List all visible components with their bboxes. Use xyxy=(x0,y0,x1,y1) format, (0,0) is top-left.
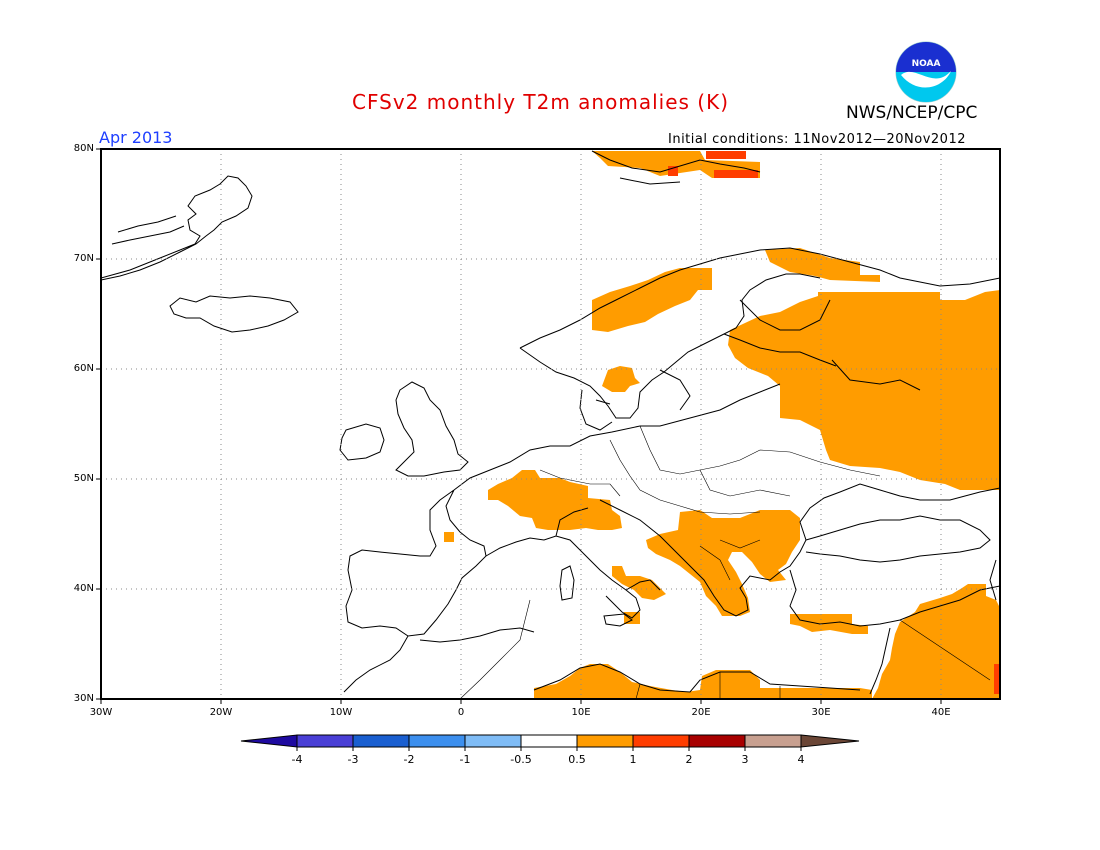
chart-title: CFSv2 monthly T2m anomalies (K) xyxy=(352,90,729,114)
country-borders xyxy=(459,425,991,699)
grid-lines xyxy=(101,149,1000,699)
colorbar-swatch xyxy=(520,734,578,748)
lon-label: 0 xyxy=(457,707,465,718)
colorbar-label: -1 xyxy=(459,753,471,766)
colorbar-label: 4 xyxy=(797,753,805,766)
colorbar-label: 3 xyxy=(741,753,749,766)
lon-label: 10E xyxy=(571,707,591,718)
colorbar-label: 2 xyxy=(685,753,693,766)
colorbar-swatch xyxy=(408,734,466,748)
noaa-logo: NOAA xyxy=(895,41,957,103)
lat-label: 60N xyxy=(73,363,94,374)
lat-label: 30N xyxy=(73,693,94,704)
colorbar-label: 0.5 xyxy=(568,753,586,766)
colorbar-swatch xyxy=(296,734,354,748)
lon-label: 20W xyxy=(209,707,233,718)
colorbar-label: 1 xyxy=(629,753,637,766)
axis-ticks xyxy=(96,148,942,704)
lon-label: 10W xyxy=(329,707,353,718)
strong-anomaly-shading xyxy=(668,151,1000,694)
colorbar xyxy=(240,734,860,751)
colorbar-label: -0.5 xyxy=(510,753,532,766)
lat-label: 40N xyxy=(73,583,94,594)
colorbar-swatch xyxy=(744,734,802,748)
forecast-month: Apr 2013 xyxy=(99,128,173,147)
lon-label: 40E xyxy=(931,707,951,718)
lat-label: 80N xyxy=(73,143,94,154)
colorbar-lower-arrow xyxy=(240,734,298,748)
lat-label: 70N xyxy=(73,253,94,264)
colorbar-label: -2 xyxy=(403,753,415,766)
colorbar-label: -4 xyxy=(291,753,303,766)
logo-text: NOAA xyxy=(912,59,941,69)
initial-conditions: Initial conditions: 11Nov2012—20Nov2012 xyxy=(668,132,966,147)
colorbar-swatch xyxy=(632,734,690,748)
colorbar-swatch xyxy=(576,734,634,748)
colorbar-swatch xyxy=(464,734,522,748)
colorbar-label: -3 xyxy=(347,753,359,766)
agency-label: NWS/NCEP/CPC xyxy=(846,103,978,123)
lat-label: 50N xyxy=(73,473,94,484)
colorbar-upper-arrow xyxy=(800,734,860,748)
colorbar-swatch xyxy=(688,734,746,748)
lon-label: 20E xyxy=(691,707,711,718)
anomaly-shading xyxy=(444,151,1000,699)
lon-label: 30W xyxy=(89,707,113,718)
coastlines xyxy=(101,150,1000,695)
map-frame xyxy=(100,148,1001,700)
colorbar-swatch xyxy=(352,734,410,748)
lon-label: 30E xyxy=(811,707,831,718)
